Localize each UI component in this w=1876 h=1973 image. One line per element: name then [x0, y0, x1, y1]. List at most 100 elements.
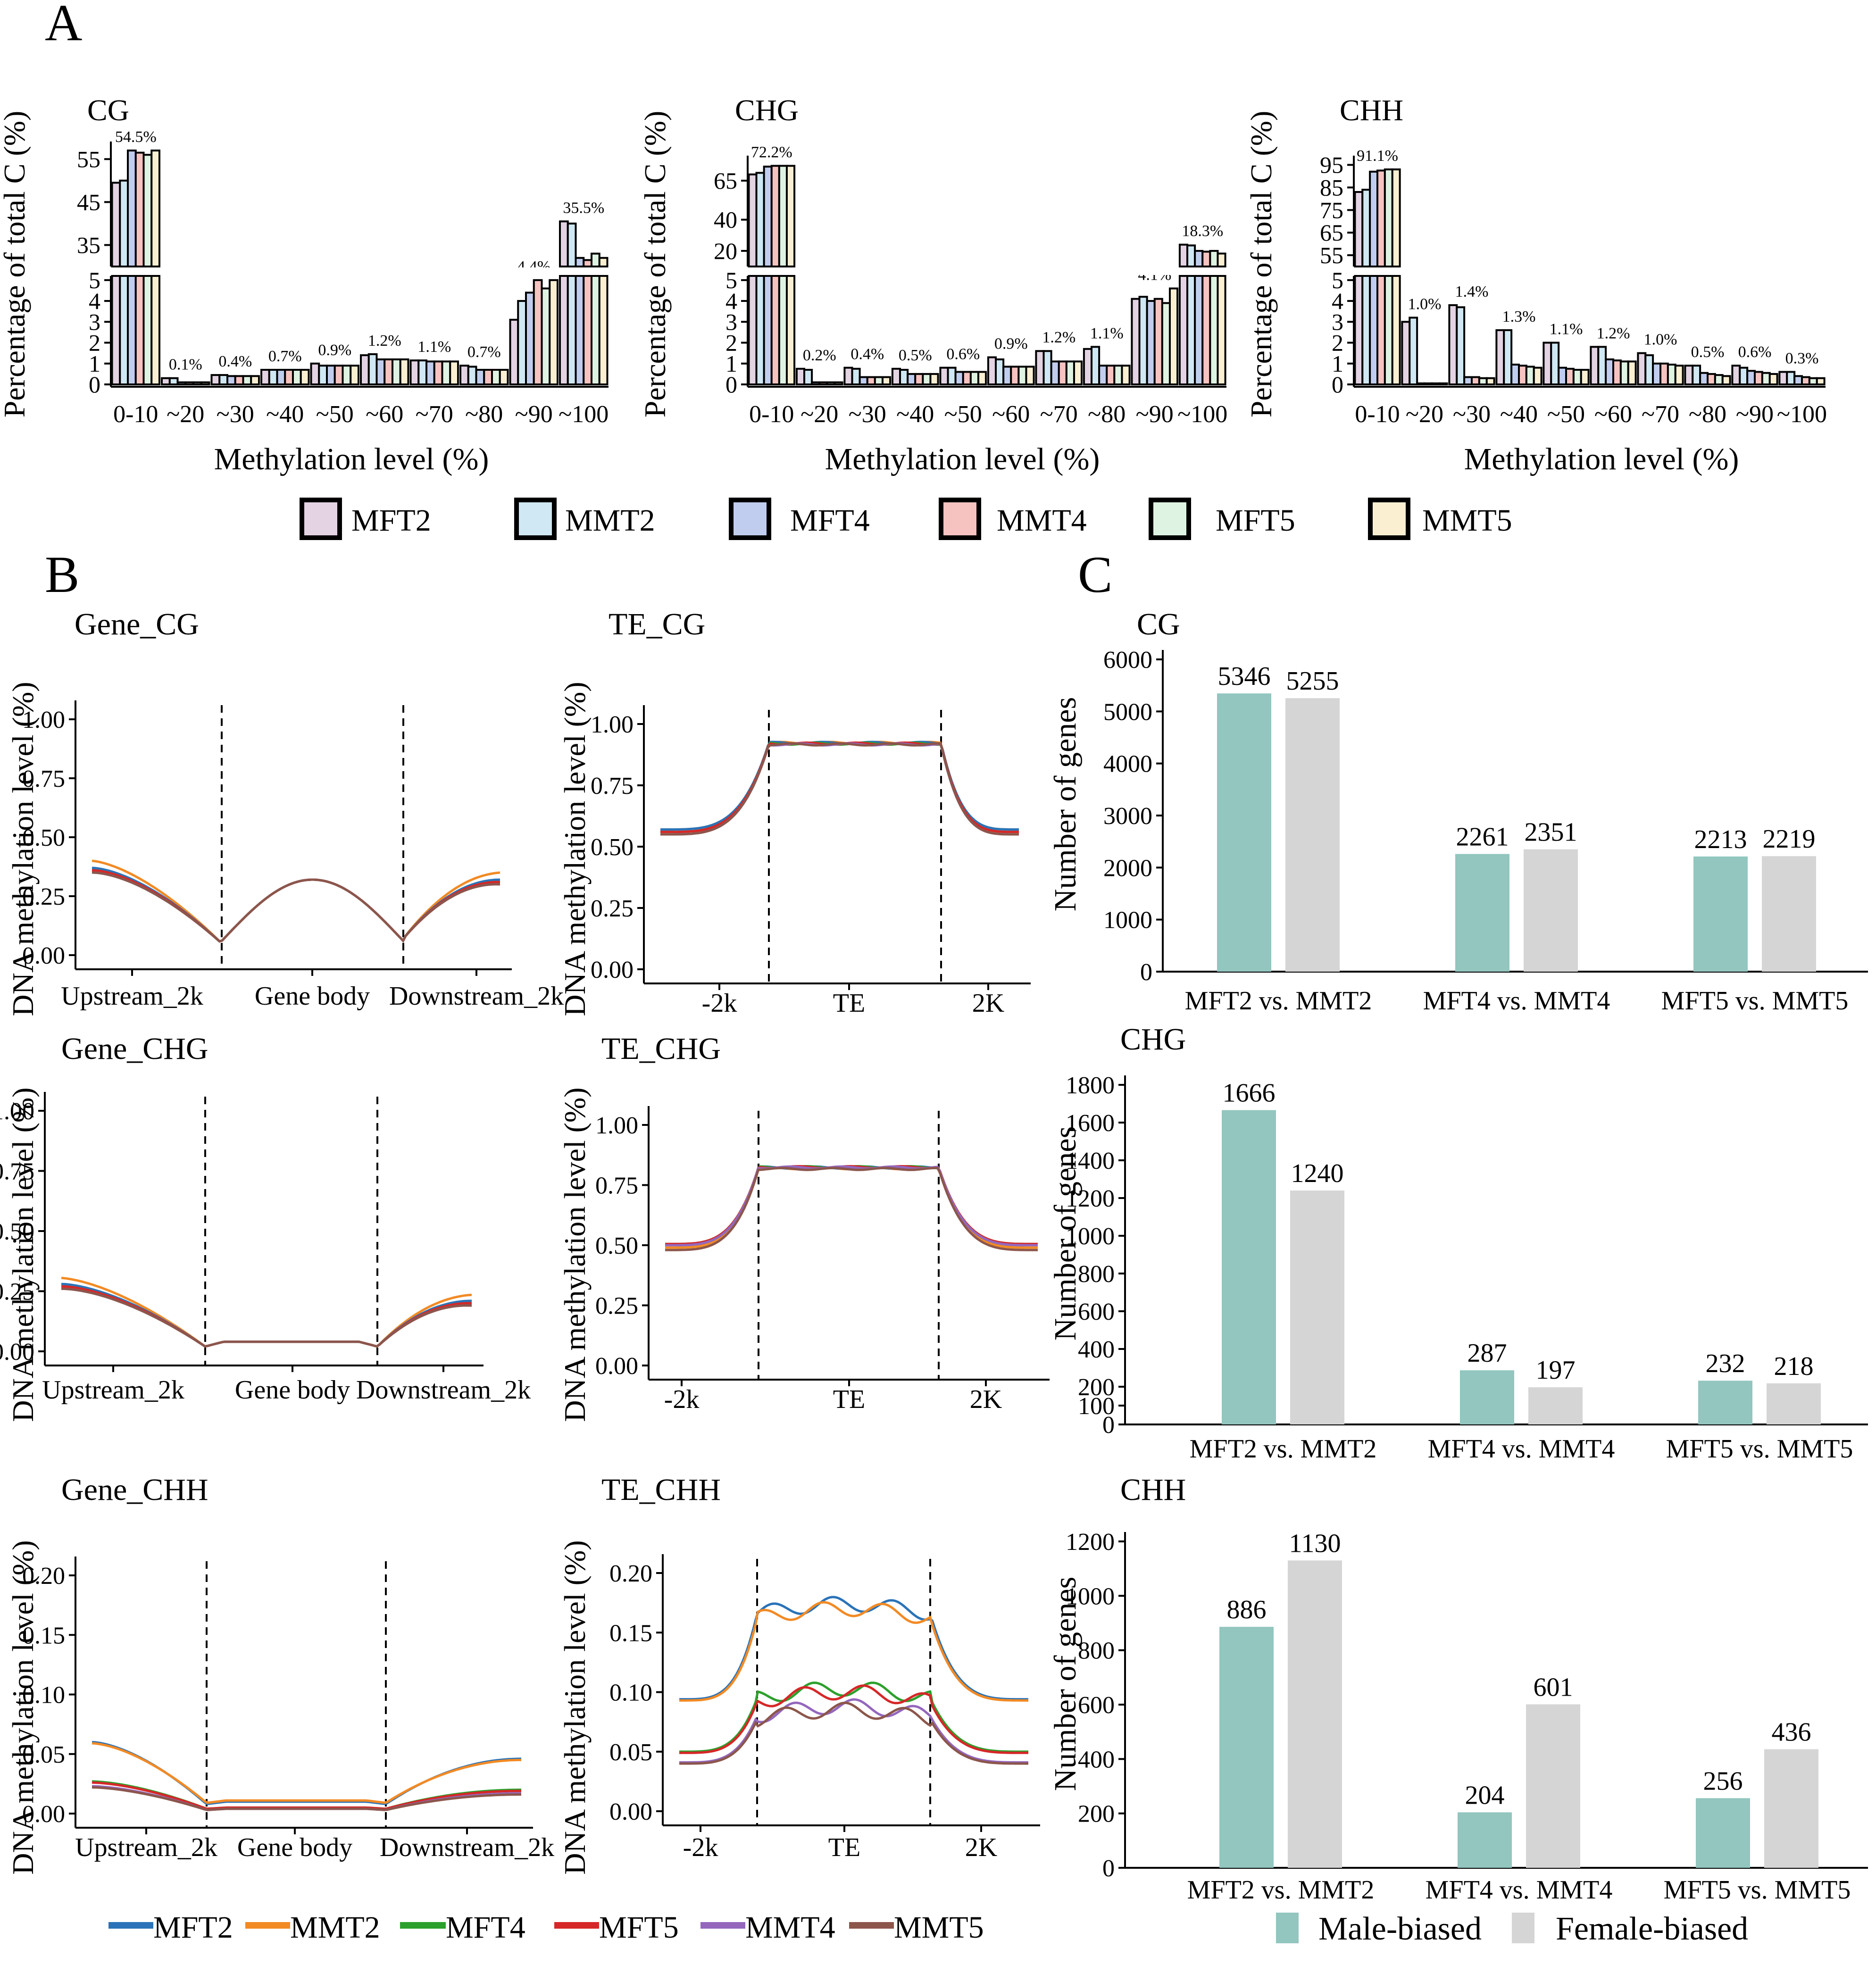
bar-mmt5-90 — [1768, 373, 1778, 386]
bar-mmt4-80 — [1707, 373, 1716, 386]
data-label: 1.1% — [1550, 321, 1583, 338]
y-tick-label: 2 — [89, 330, 100, 356]
bar-mmt4-90 — [533, 279, 543, 385]
data-label: 18.3% — [1182, 223, 1223, 240]
bar-mmt2-100-upper — [1186, 244, 1196, 267]
y-tick-label: 0.10 — [609, 1680, 652, 1707]
chart-b-te-chg-plot: 0.00 0.25 0.50 0.75 1.00 -2k TE 2K — [595, 1106, 1050, 1414]
bar-mft5-80 — [491, 369, 501, 385]
series-line-mft4 — [679, 1682, 1029, 1753]
y-tick-label: 2 — [1332, 330, 1343, 356]
bar-female-biased-mft2-vs-mmt2 — [1285, 698, 1340, 972]
bar-mmt4-100-upper — [1201, 250, 1211, 267]
bar-mft2-70 — [1035, 350, 1045, 386]
y-axis-label: Number of genes — [1048, 697, 1083, 912]
bar-mmt2-100-lower — [1186, 275, 1196, 385]
y-axis-label: Percentage of total C (%) — [0, 111, 31, 417]
data-label: 1.1% — [1090, 325, 1124, 342]
y-tick-label: 3 — [89, 308, 100, 335]
bar-mmt5-40 — [929, 373, 939, 386]
y-tick-label: 0.25 — [0, 1279, 34, 1306]
bar-mft4-80 — [1699, 372, 1709, 386]
bar-mmt2-0-10-upper — [1361, 189, 1371, 267]
chart-title: CG — [87, 93, 129, 127]
y-tick-label: 0 — [1102, 1855, 1115, 1882]
chart-b-te-chh: TE_CHH DNA methylation level (%) 0.000.0… — [558, 1473, 1040, 1875]
bar-mmt4-50 — [334, 365, 344, 386]
y-tick-label: 0.25 — [591, 895, 634, 922]
y-tick-label: 1.00 — [0, 1098, 34, 1125]
bar-male-biased-mft5-vs-mmt5 — [1696, 1798, 1750, 1868]
legend-panel-a: MFT2 MMT2 MFT4 MMT4 MFT5 MMT5 — [300, 498, 1512, 540]
data-label: 0.5% — [899, 347, 932, 364]
bar-mft2-40 — [260, 369, 270, 385]
x-tick-label: Downstream_2k — [389, 982, 564, 1011]
x-tick-label: ~70 — [1642, 401, 1679, 428]
y-tick-label: 3 — [1332, 308, 1343, 335]
legend-swatch-male-biased — [1276, 1913, 1299, 1943]
bar-mmt5-90 — [1168, 287, 1179, 385]
bar-mmt5-0-10-upper — [150, 150, 160, 267]
x-tick-label: ~80 — [1088, 401, 1126, 428]
y-tick-label: 0.75 — [0, 1158, 34, 1185]
bar-mmt2-100 — [1786, 371, 1796, 386]
data-label: 0.9% — [318, 341, 351, 359]
data-label: 1.2% — [1597, 325, 1630, 342]
chart-title: TE_CHG — [601, 1032, 721, 1066]
bar-mft4-100-lower — [1194, 275, 1204, 385]
bar-mft5-0-10-lower — [142, 275, 153, 385]
bar-mmt2-0-10-lower — [755, 275, 765, 385]
legend-swatch-mmt2 — [514, 498, 557, 540]
bar-mmt5-100-upper — [1217, 252, 1226, 267]
bar-mft2-20 — [161, 377, 171, 386]
y-tick-label: 3000 — [1103, 803, 1152, 830]
bar-mmt5-60 — [399, 358, 409, 386]
bar-mft5-80 — [1113, 365, 1123, 386]
y-axis-label: Number of genes — [1048, 1126, 1083, 1341]
bar-mft4-50 — [954, 371, 964, 386]
x-tick-label: ~30 — [849, 401, 886, 428]
x-tick-label: ~20 — [1406, 401, 1443, 428]
y-tick-label: 600 — [1078, 1299, 1115, 1325]
data-label: 256 — [1703, 1766, 1743, 1796]
y-tick-label: 800 — [1078, 1261, 1115, 1288]
chart-b-te-chg: TE_CHG DNA methylation level (%) 0.00 0.2… — [558, 1032, 1050, 1422]
bar-mmt2-0-10-lower — [1361, 275, 1371, 385]
bar-mft2-80 — [1083, 348, 1093, 385]
bar-mft4-60 — [1002, 366, 1012, 386]
bar-male-biased-mft4-vs-mmt4 — [1460, 1370, 1514, 1424]
bar-female-biased-mft4-vs-mmt4 — [1526, 1704, 1580, 1868]
bar-mmt2-0-10-upper — [119, 179, 129, 267]
bar-mmt4-90 — [1754, 371, 1763, 386]
bar-mft2-0-10-lower — [111, 275, 121, 385]
legend-panel-c: Male-biased Female-biased — [1276, 1911, 1748, 1947]
series-line-mmt5 — [92, 1786, 521, 1811]
chart-title: CHH — [1120, 1473, 1186, 1507]
series-line-mmt4 — [679, 1698, 1028, 1764]
x-axis-label: Methylation level (%) — [825, 442, 1100, 476]
chart-a-cg: CG Percentage of total C (%) Methylation… — [0, 93, 618, 476]
y-tick-label: 0.00 — [22, 942, 65, 969]
bar-mmt2-90 — [517, 300, 527, 385]
legend-panel-b: MFT2 MMT2 MFT4 MFT5 MMT4 MMT5 — [108, 1910, 984, 1945]
legend-label-mmt2: MMT2 — [290, 1910, 380, 1945]
bar-mft2-100-lower — [559, 275, 569, 385]
bar-mmt2-40 — [1503, 329, 1513, 385]
bar-male-biased-mft2-vs-mmt2 — [1222, 1110, 1276, 1424]
x-tick-label: Upstream_2k — [75, 1833, 217, 1862]
bar-mft2-0-10-lower — [748, 275, 758, 385]
bar-mmt5-80 — [1121, 365, 1131, 386]
x-axis-label: Methylation level (%) — [214, 442, 489, 476]
y-tick-label: 0.05 — [609, 1739, 652, 1766]
data-label: 1.0% — [1644, 331, 1677, 349]
legend-label-mft2: MFT2 — [351, 503, 431, 538]
x-tick-label: 2K — [970, 1385, 1002, 1414]
axis-break-gap — [738, 267, 1236, 275]
bar-mmt4-20 — [1424, 382, 1433, 385]
y-tick-label: 0.00 — [591, 957, 634, 983]
bar-female-biased-mft5-vs-mmt5 — [1762, 856, 1816, 972]
bar-mft4-0-10-lower — [1369, 275, 1378, 385]
bar-mft4-40 — [276, 369, 286, 385]
bar-mmt5-0-10-lower — [785, 275, 796, 385]
bar-mmt5-100-upper — [598, 257, 609, 267]
